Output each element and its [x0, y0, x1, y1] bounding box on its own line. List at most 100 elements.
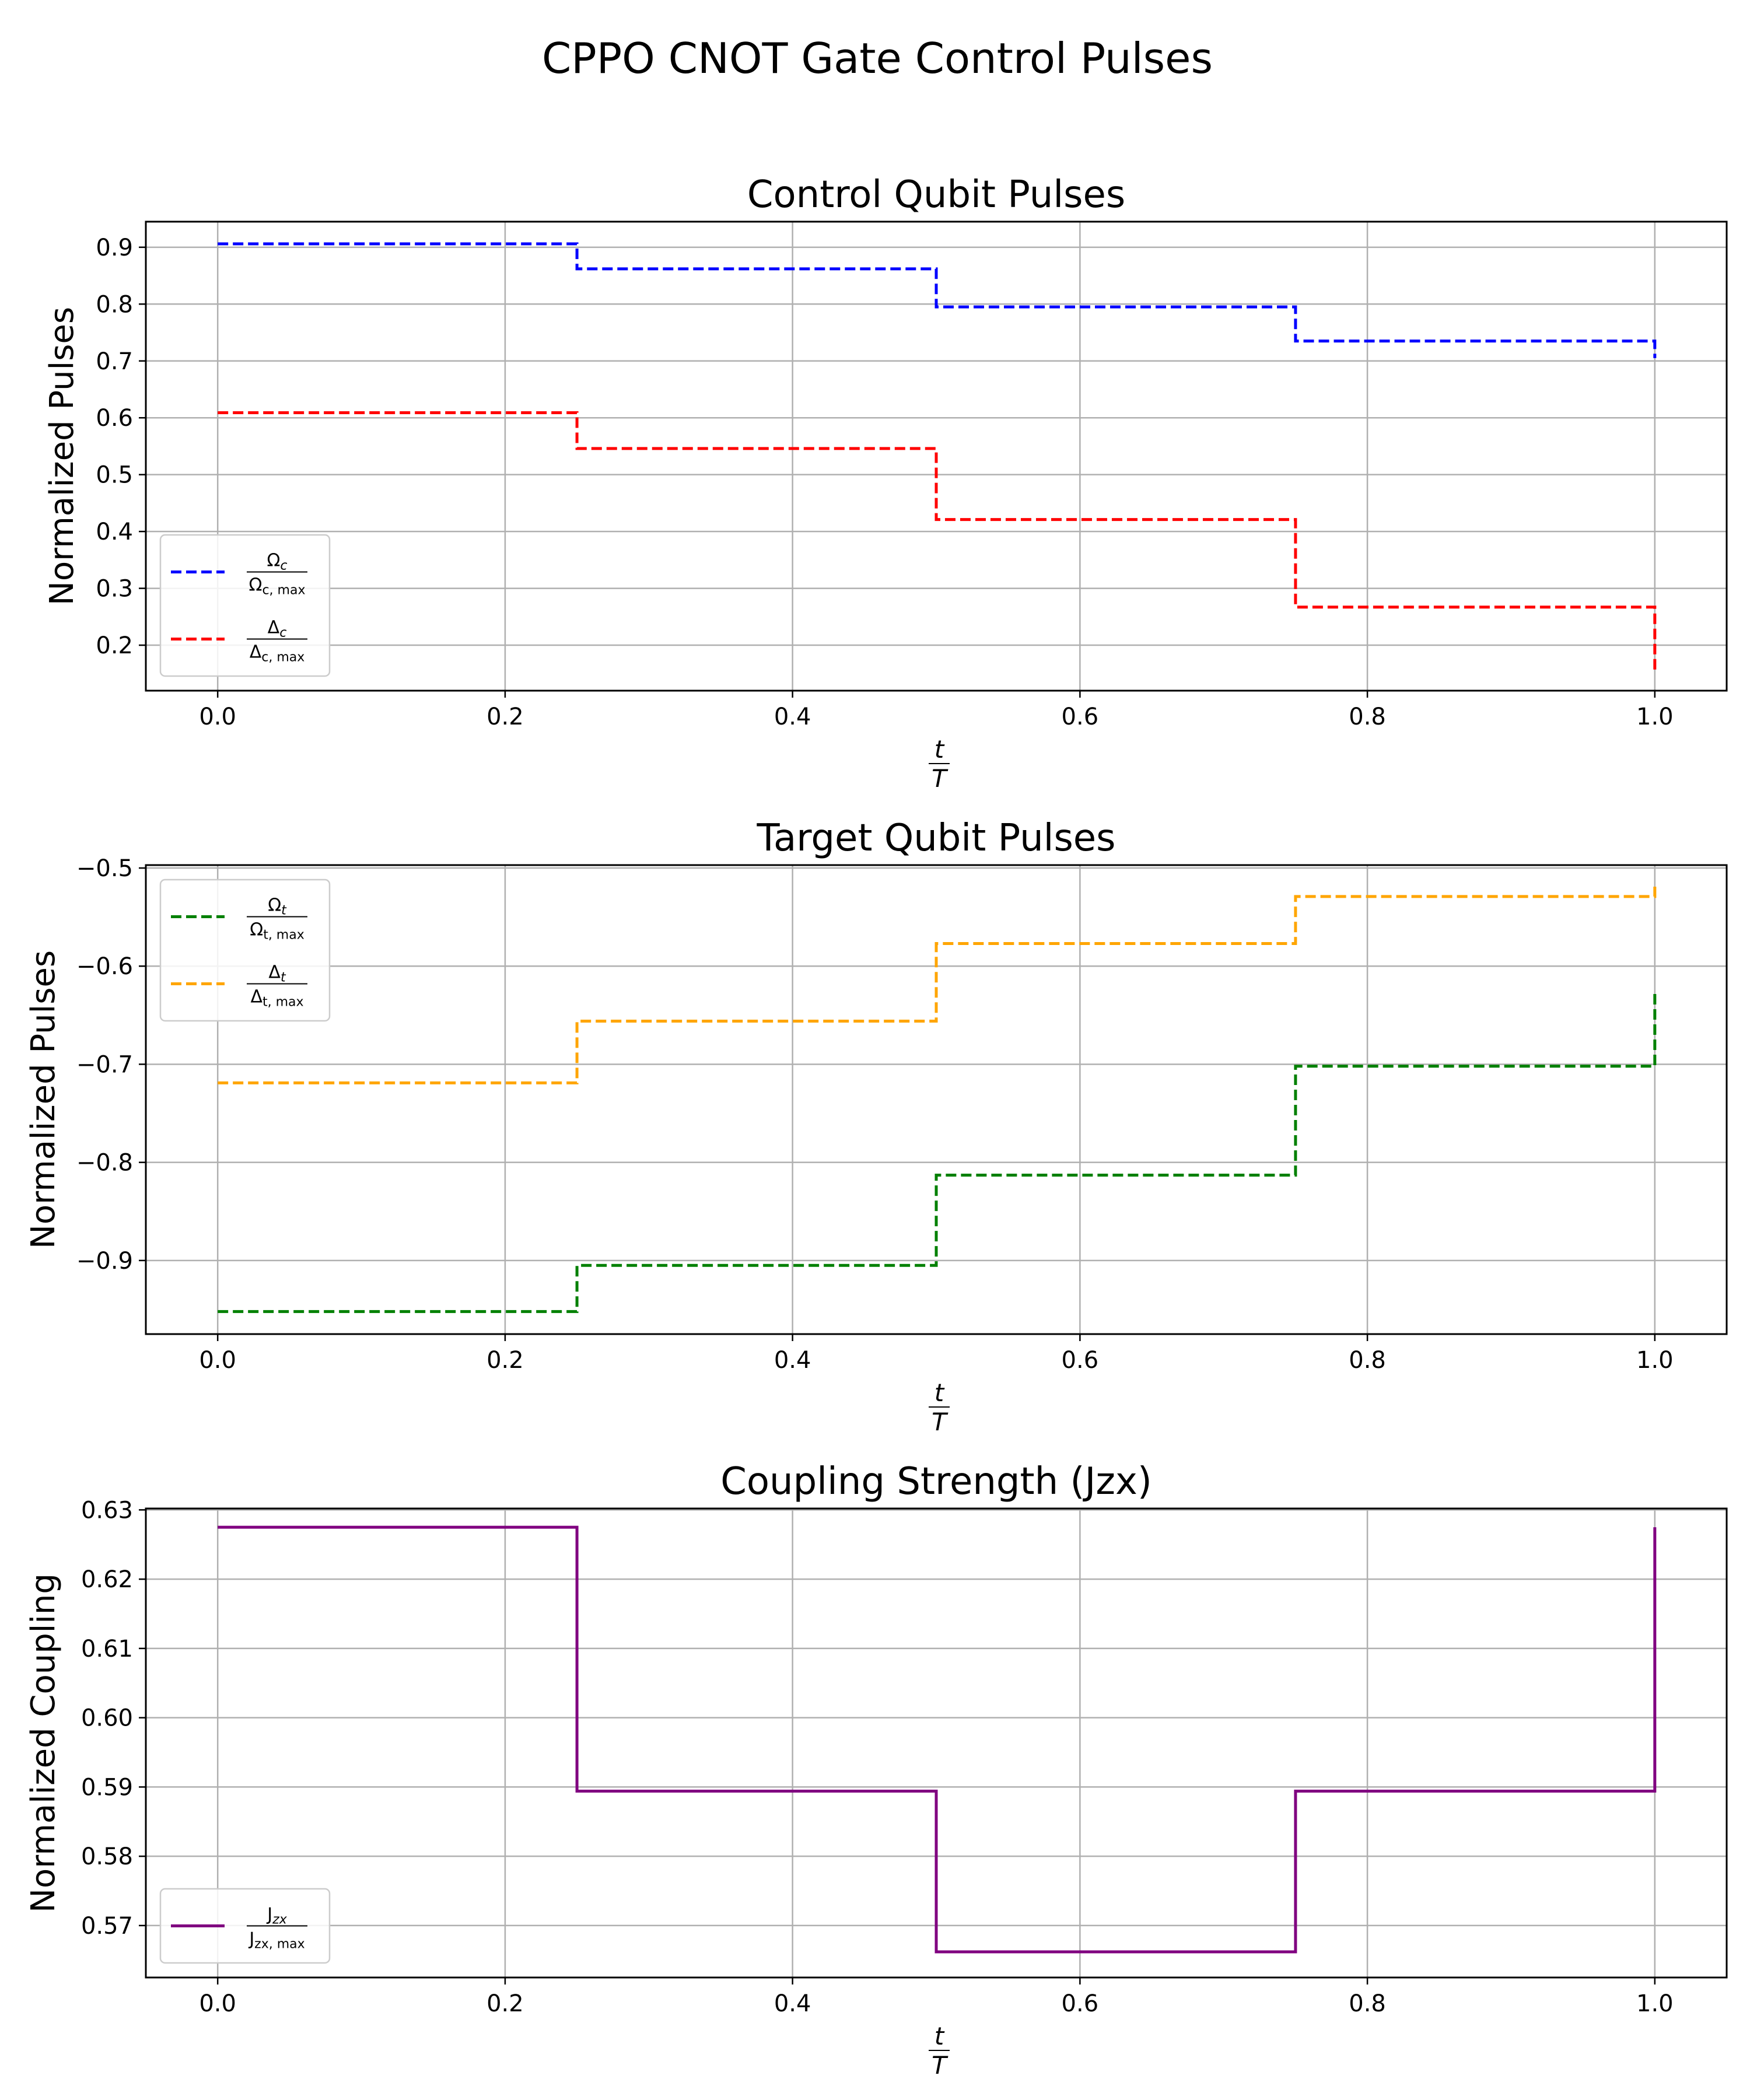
- coupling-legend-frame: [159, 1888, 331, 1964]
- target-legend-label-1-num-subscript: t: [281, 971, 286, 985]
- control-y-axis-label: Normalized Pulses: [43, 307, 81, 606]
- coupling-x-tick-label-3: 0.6: [1062, 1990, 1099, 2017]
- control-legend-label-0-den-symbol: Ω: [249, 575, 262, 596]
- control-x-tick-label-3: 0.6: [1062, 704, 1099, 730]
- target-x-tick-label-3: 0.6: [1062, 1347, 1099, 1374]
- control-legend-label-0-den-subscript: c, max: [262, 583, 305, 598]
- target-legend-label-0-denominator: Ωt, max: [250, 920, 304, 943]
- target-legend-label-1-num-symbol: Δ: [268, 963, 281, 983]
- figure-suptitle: CPPO CNOT Gate Control Pulses: [542, 34, 1213, 83]
- target-axes-title: Target Qubit Pulses: [757, 817, 1116, 860]
- coupling-legend-label-0-num-subscript: zx: [272, 1913, 288, 1927]
- target-x-axis-label: tT: [929, 1378, 950, 1436]
- control-axes-title: Control Qubit Pulses: [747, 173, 1125, 216]
- coupling-legend-label-0-denominator: Jzx, max: [248, 1929, 304, 1952]
- target-legend-label-1-den-symbol: Δ: [250, 987, 262, 1007]
- coupling-x-tick-label-5: 1.0: [1636, 1990, 1674, 2017]
- control-legend-label-1-num-subscript: c: [279, 626, 286, 640]
- control-x-tick-label-1: 0.2: [487, 704, 524, 730]
- coupling-y-tick-label-4: 0.61: [81, 1636, 133, 1662]
- coupling-y-ticks: 0.57 0.58 0.59 0.60 0.61 0.62 0.63: [81, 1497, 146, 1940]
- control-y-tick-label-7: 0.9: [96, 235, 133, 261]
- control-legend-label-1-numerator: Δc: [268, 618, 287, 640]
- target-series-line-0: [218, 993, 1657, 1313]
- coupling-y-axis-label: Normalized Coupling: [24, 1573, 62, 1913]
- control-legend-label-1-denominator: Δc, max: [250, 642, 305, 665]
- control-x-axis-label: tT: [929, 735, 950, 793]
- control-legend-label-1-den-symbol: Δ: [250, 642, 262, 663]
- coupling-x-ticks: 0.0 0.2 0.4 0.6 0.8 1.0: [199, 1978, 1674, 2017]
- target-x-ticks: 0.0 0.2 0.4 0.6 0.8 1.0: [199, 1334, 1674, 1374]
- coupling-series-line-0: [218, 1525, 1657, 1954]
- control-x-tick-label-4: 0.8: [1349, 704, 1386, 730]
- control-y-tick-label-3: 0.5: [96, 462, 133, 489]
- control-axes-frame: [145, 220, 1728, 692]
- coupling-series: [218, 1525, 1657, 1954]
- target-y-axis-label: Normalized Pulses: [24, 950, 62, 1249]
- control-y-tick-label-1: 0.3: [96, 576, 133, 603]
- target-x-label-denominator: T: [932, 1408, 949, 1436]
- coupling-x-label-numerator: t: [935, 2022, 945, 2050]
- target-y-tick-label-1: −0.8: [76, 1150, 133, 1177]
- target-legend-label-0-numerator: Ωt: [268, 895, 287, 918]
- control-series-line-1: [218, 411, 1657, 671]
- control-legend-frame: [159, 534, 331, 677]
- coupling-strength-panel: 0.0 0.2 0.4 0.6 0.8 1.00.570.580.590.600.610.…: [24, 1460, 1728, 2080]
- target-legend-label-0-den-symbol: Ω: [250, 920, 263, 940]
- target-x-tick-label-4: 0.8: [1349, 1347, 1386, 1374]
- control-y-tick-label-6: 0.8: [96, 291, 133, 318]
- target-x-label-numerator: t: [935, 1378, 945, 1407]
- target-x-tick-label-5: 1.0: [1636, 1347, 1674, 1374]
- target-legend-label-0-den-subscript: t, max: [263, 928, 304, 943]
- target-x-tick-label-2: 0.4: [774, 1347, 811, 1374]
- control-legend-label-0-numerator: Ωc: [267, 551, 287, 573]
- control-y-ticks: 0.2 0.3 0.4 0.5 0.6 0.7 0.8 0.9: [96, 235, 146, 659]
- coupling-legend-label-0-den-symbol: J: [248, 1929, 254, 1950]
- control-legend-label-0-num-subscript: c: [280, 559, 287, 573]
- target-series: [218, 884, 1657, 1313]
- coupling-x-tick-label-1: 0.2: [487, 1990, 524, 2017]
- control-qubit-panel: 0.0 0.2 0.4 0.6 0.8 1.00.2 0.3 0.4 0.5 0.6 0.7 0.8 0…: [43, 173, 1728, 793]
- target-legend-label-1-denominator: Δt, max: [250, 987, 303, 1010]
- control-x-label-denominator: T: [932, 764, 949, 793]
- control-x-tick-label-0: 0.0: [199, 704, 236, 730]
- control-series-line-0: [218, 242, 1657, 358]
- coupling-x-tick-label-0: 0.0: [199, 1990, 236, 2017]
- target-legend-label-1-numerator: Δt: [268, 963, 286, 985]
- control-legend-label-0-num-symbol: Ω: [267, 551, 280, 571]
- control-legend-label-0-denominator: Ωc, max: [249, 575, 306, 598]
- coupling-x-label-denominator: T: [932, 2051, 949, 2080]
- coupling-grid: [146, 1508, 1727, 1978]
- coupling-axes-frame: [145, 1507, 1728, 1979]
- target-y-ticks: −0.9 −0.8 −0.7 −0.6 −0.5: [76, 855, 146, 1275]
- target-series-line-1: [218, 884, 1657, 1084]
- target-legend-label-0-num-symbol: Ω: [268, 895, 281, 916]
- coupling-x-tick-label-2: 0.4: [774, 1990, 811, 2017]
- coupling-y-tick-label-6: 0.63: [81, 1497, 133, 1524]
- target-y-tick-label-3: −0.6: [76, 953, 133, 980]
- control-y-tick-label-4: 0.6: [96, 405, 133, 432]
- control-x-tick-label-5: 1.0: [1636, 704, 1674, 730]
- target-legend-frame: [159, 878, 331, 1022]
- coupling-axes-title: Coupling Strength (Jzx): [720, 1460, 1152, 1503]
- control-y-tick-label-5: 0.7: [96, 348, 133, 375]
- control-x-label-numerator: t: [935, 735, 945, 764]
- coupling-x-tick-label-4: 0.8: [1349, 1990, 1386, 2017]
- control-series: [218, 242, 1657, 671]
- control-legend-label-1-den-subscript: c, max: [261, 650, 304, 665]
- target-legend-label-0-num-subscript: t: [281, 904, 287, 918]
- control-x-tick-label-2: 0.4: [774, 704, 811, 730]
- control-x-ticks: 0.0 0.2 0.4 0.6 0.8 1.0: [199, 691, 1674, 730]
- coupling-legend-label-0-numerator: Jzx: [266, 1905, 287, 1927]
- coupling-legend-label-0-num-symbol: J: [266, 1905, 272, 1925]
- target-y-tick-label-2: −0.7: [76, 1051, 133, 1078]
- coupling-x-axis-label: tT: [929, 2022, 950, 2080]
- control-legend-label-1-num-symbol: Δ: [268, 618, 280, 638]
- coupling-y-tick-label-5: 0.62: [81, 1566, 133, 1593]
- target-x-tick-label-0: 0.0: [199, 1347, 236, 1374]
